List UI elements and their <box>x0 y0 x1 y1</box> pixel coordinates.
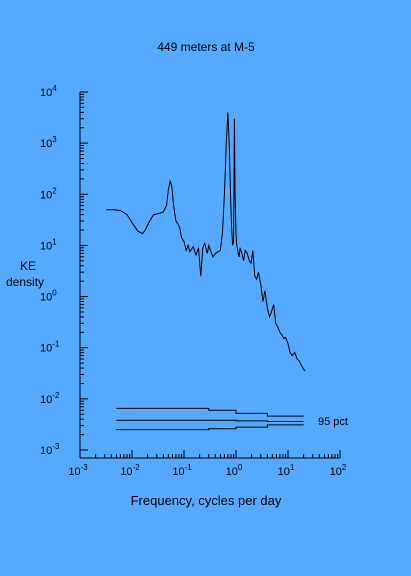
x-tick-label: 102 <box>330 463 347 478</box>
y-axis-label-line1: KE <box>20 259 36 273</box>
axes <box>79 92 340 459</box>
x-tick-label: 101 <box>278 463 295 478</box>
x-tick-label: 10-2 <box>120 463 140 478</box>
y-axis-label-line2: density <box>6 275 44 289</box>
x-tick-labels: 10-3 10-2 10-1 100 101 102 <box>68 463 347 478</box>
confidence-upper-line <box>116 407 304 417</box>
confidence-lower-line <box>116 424 304 431</box>
chart-title: 449 meters at M-5 <box>157 40 255 54</box>
confidence-label: 95 pct <box>318 416 348 428</box>
x-axis-label: Frequency, cycles per day <box>131 493 282 508</box>
y-tick-labels: 104 103 102 101 100 10-1 10-2 10-3 <box>40 84 60 457</box>
y-tick-label: 102 <box>40 186 57 201</box>
y-tick-label: 104 <box>40 84 57 99</box>
y-tick-label: 10-1 <box>40 340 60 355</box>
x-tick-label: 10-1 <box>172 463 192 478</box>
x-tick-label: 100 <box>226 463 243 478</box>
y-tick-label: 101 <box>40 237 57 252</box>
y-tick-label: 100 <box>40 289 57 304</box>
y-tick-label: 10-2 <box>40 391 60 406</box>
y-tick-label: 103 <box>40 135 57 150</box>
x-tick-label: 10-3 <box>68 463 88 478</box>
y-axis-ticks <box>80 91 88 451</box>
spectrum-series-line <box>106 112 306 372</box>
confidence-middle-line <box>116 419 304 422</box>
x-axis-ticks <box>79 450 341 458</box>
y-tick-label: 10-3 <box>40 442 60 457</box>
